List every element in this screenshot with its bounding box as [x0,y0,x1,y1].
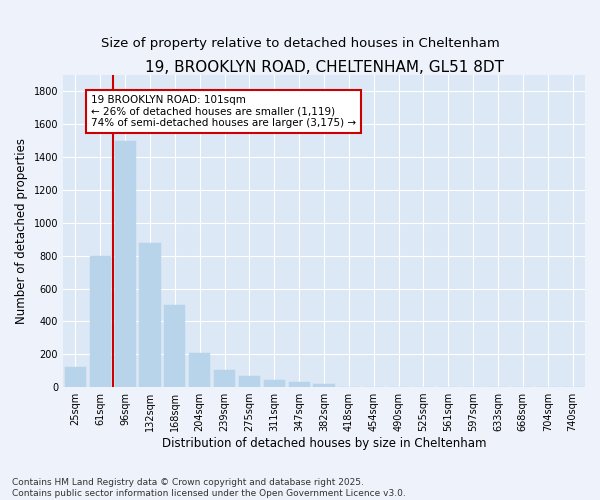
Text: Size of property relative to detached houses in Cheltenham: Size of property relative to detached ho… [101,38,499,51]
Bar [139,242,161,387]
Bar [189,352,211,387]
Bar [289,382,310,387]
Bar [65,368,86,387]
Text: Contains HM Land Registry data © Crown copyright and database right 2025.
Contai: Contains HM Land Registry data © Crown c… [12,478,406,498]
Bar [164,305,185,387]
Bar [239,376,260,387]
Y-axis label: Number of detached properties: Number of detached properties [15,138,28,324]
Bar [313,384,335,387]
Text: 19 BROOKLYN ROAD: 101sqm
← 26% of detached houses are smaller (1,119)
74% of sem: 19 BROOKLYN ROAD: 101sqm ← 26% of detach… [91,94,356,128]
Bar [214,370,235,387]
Title: 19, BROOKLYN ROAD, CHELTENHAM, GL51 8DT: 19, BROOKLYN ROAD, CHELTENHAM, GL51 8DT [145,60,503,75]
Bar [264,380,285,387]
Bar [90,256,111,387]
X-axis label: Distribution of detached houses by size in Cheltenham: Distribution of detached houses by size … [162,437,486,450]
Bar [115,140,136,387]
